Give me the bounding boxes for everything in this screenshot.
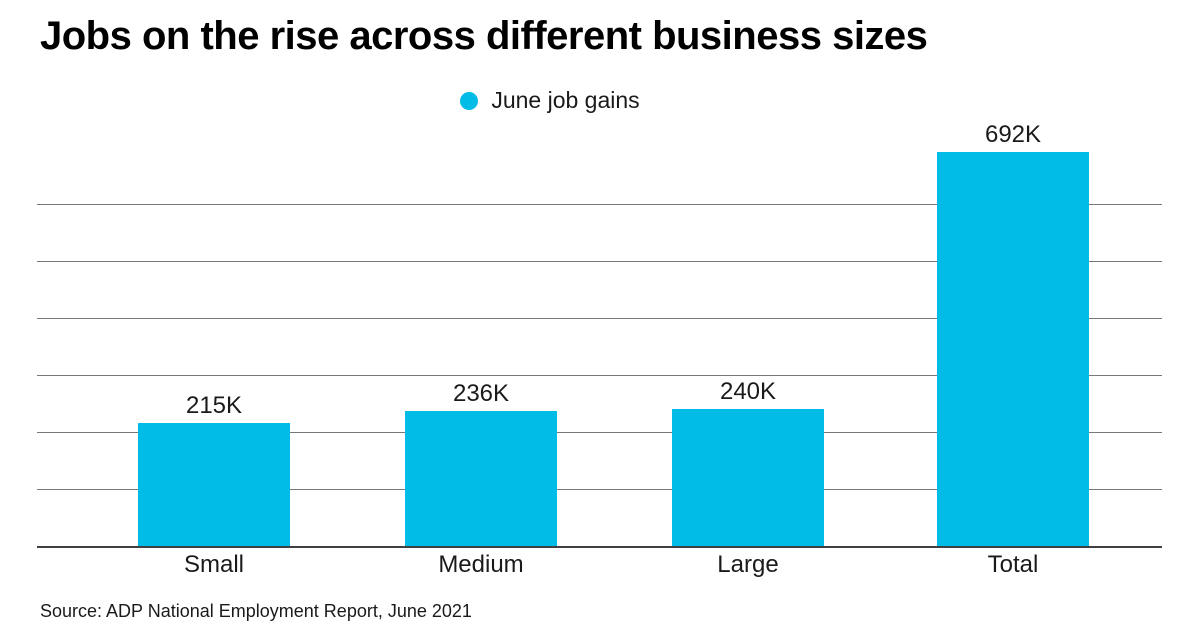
gridline xyxy=(37,432,1162,433)
source-note: Source: ADP National Employment Report, … xyxy=(40,601,472,621)
gridline xyxy=(37,318,1162,319)
bar-total xyxy=(937,151,1089,546)
category-label-large: Large xyxy=(717,551,779,578)
bar-large xyxy=(672,409,824,546)
legend: June job gains xyxy=(0,87,1150,114)
gridline xyxy=(37,375,1162,376)
category-label-medium: Medium xyxy=(438,551,524,578)
bar-value-label: 215K xyxy=(185,392,243,420)
gridline xyxy=(37,204,1162,205)
chart-title: Jobs on the rise across different busine… xyxy=(40,14,928,58)
bar-medium xyxy=(405,411,557,546)
category-label-small: Small xyxy=(183,551,244,578)
bar-value-label: 236K xyxy=(452,380,510,408)
plot-area: 215K Small 236K Medium 240K Large 692K Total xyxy=(37,121,1162,578)
bar-value-label: 692K xyxy=(984,120,1042,148)
bar-value-label: 240K xyxy=(719,378,777,406)
gridline xyxy=(37,261,1162,262)
category-label-total: Total xyxy=(987,551,1039,578)
gridline xyxy=(37,489,1162,490)
legend-dot-icon xyxy=(460,91,479,110)
legend-label: June job gains xyxy=(491,87,640,113)
bar-small xyxy=(138,423,290,546)
